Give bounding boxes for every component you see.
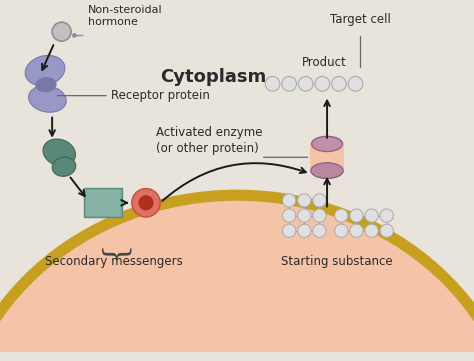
Ellipse shape <box>36 77 56 92</box>
Ellipse shape <box>311 163 343 178</box>
Ellipse shape <box>0 195 474 361</box>
Ellipse shape <box>43 139 75 166</box>
Circle shape <box>350 209 363 222</box>
Circle shape <box>348 77 363 91</box>
Text: Non-steroidal
hormone: Non-steroidal hormone <box>88 5 162 27</box>
Ellipse shape <box>320 151 334 164</box>
Circle shape <box>283 224 296 238</box>
Circle shape <box>265 77 280 91</box>
Circle shape <box>313 224 326 238</box>
FancyBboxPatch shape <box>84 188 122 217</box>
Text: Cytoplasm: Cytoplasm <box>160 68 266 86</box>
Circle shape <box>313 209 326 222</box>
Circle shape <box>365 224 378 238</box>
Circle shape <box>335 224 348 238</box>
Ellipse shape <box>311 163 343 178</box>
Text: Receptor protein: Receptor protein <box>111 89 210 102</box>
Ellipse shape <box>311 136 343 152</box>
Circle shape <box>283 209 296 222</box>
Ellipse shape <box>52 157 76 176</box>
Circle shape <box>132 188 160 217</box>
Circle shape <box>72 33 77 38</box>
Text: Starting substance: Starting substance <box>281 255 392 268</box>
FancyBboxPatch shape <box>86 190 120 216</box>
Circle shape <box>282 77 297 91</box>
Text: Target cell: Target cell <box>330 13 391 26</box>
Circle shape <box>298 194 311 207</box>
Text: {: { <box>98 240 129 260</box>
Circle shape <box>52 22 71 41</box>
Circle shape <box>380 224 393 238</box>
Circle shape <box>298 224 311 238</box>
Circle shape <box>313 194 326 207</box>
Circle shape <box>315 77 330 91</box>
Text: Product: Product <box>302 56 347 69</box>
Text: Activated enzyme
(or other protein): Activated enzyme (or other protein) <box>156 126 263 155</box>
Circle shape <box>138 195 154 210</box>
Bar <box>310 143 344 158</box>
Circle shape <box>350 224 363 238</box>
Text: Secondary messengers: Secondary messengers <box>45 255 182 268</box>
Circle shape <box>299 77 313 91</box>
Ellipse shape <box>25 55 65 86</box>
Circle shape <box>365 209 378 222</box>
Circle shape <box>335 209 348 222</box>
Bar <box>310 156 344 171</box>
Circle shape <box>298 209 311 222</box>
Circle shape <box>283 194 296 207</box>
Ellipse shape <box>28 86 66 112</box>
Ellipse shape <box>311 136 343 152</box>
Circle shape <box>380 209 393 222</box>
Circle shape <box>332 77 346 91</box>
